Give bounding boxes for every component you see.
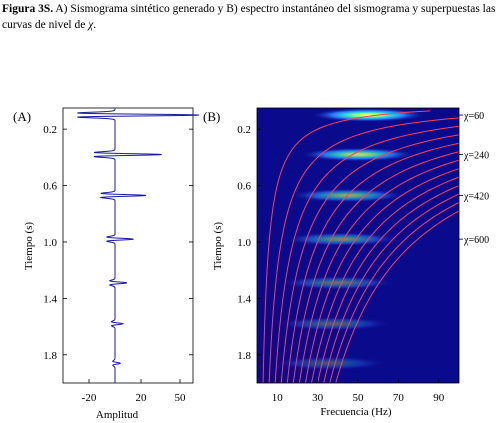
chi-contour-line bbox=[286, 142, 459, 383]
panel-a-frame bbox=[62, 107, 194, 384]
spectrum-energy-blob bbox=[310, 108, 427, 123]
caption-symbol: χ bbox=[88, 19, 94, 31]
panel-b-xtick-label: 10 bbox=[272, 392, 284, 404]
chi-contour-line bbox=[274, 125, 459, 383]
chi-contour-line bbox=[335, 210, 459, 383]
panel-a-xlabel: Amplitud bbox=[96, 409, 139, 421]
panel-a-xtick-label: -20 bbox=[82, 392, 97, 404]
panel-b-ytick-label: 1.0 bbox=[237, 237, 251, 249]
chi-contour-label: χ=240 bbox=[463, 151, 489, 162]
chi-contour-label: χ=60 bbox=[463, 111, 484, 122]
spectrum-energy-blob bbox=[271, 356, 388, 371]
spectrum-energy-blob bbox=[300, 147, 416, 162]
chi-contour-label: χ=600 bbox=[463, 235, 489, 246]
panel-b-label: (B) bbox=[203, 109, 220, 124]
seismogram-trace bbox=[77, 108, 200, 383]
chi-contour-line bbox=[323, 193, 459, 383]
panel-a-ytick-label: 0.6 bbox=[43, 181, 57, 193]
chi-contour-label: χ=420 bbox=[463, 191, 489, 202]
panel-a-ytick-label: 1.4 bbox=[43, 293, 57, 305]
panel-a-xtick-label: 20 bbox=[136, 392, 148, 404]
caption-end: . bbox=[93, 19, 97, 31]
panel-a-ytick-label: 1.0 bbox=[43, 237, 57, 249]
chi-contour-line bbox=[262, 110, 431, 383]
chi-contour-line bbox=[268, 117, 459, 383]
caption-label: Figura 3S. bbox=[2, 3, 54, 15]
figure-caption: Figura 3S. A) Sismograma sintético gener… bbox=[2, 1, 496, 33]
chi-contour-line bbox=[292, 151, 459, 383]
spectrum-energy-blob bbox=[279, 275, 396, 290]
panel-b-ytick-label: 1.8 bbox=[237, 350, 251, 362]
panel-b-ylabel: Tiempo (s) bbox=[212, 222, 224, 271]
panel-b-xtick-label: 30 bbox=[312, 392, 324, 404]
chi-contour-line bbox=[311, 176, 459, 383]
panel-a-ylabel: Tiempo (s) bbox=[23, 222, 35, 271]
spectrum-energy-blob bbox=[283, 232, 400, 247]
chi-contour-line bbox=[304, 168, 459, 383]
panel-b-ytick-label: 0.6 bbox=[237, 181, 251, 193]
panel-b-xtick-label: 50 bbox=[353, 392, 365, 404]
chi-contour-line bbox=[329, 201, 459, 383]
chi-contour-line bbox=[298, 159, 459, 383]
panel-b-ytick-label: 0.2 bbox=[237, 124, 251, 136]
panel-a-ytick-label: 0.2 bbox=[43, 124, 57, 136]
panel-a-label: (A) bbox=[13, 109, 31, 124]
chi-contour-line bbox=[280, 134, 459, 383]
panel-b-xlabel: Frecuencia (Hz) bbox=[320, 406, 391, 418]
panel-b-ytick-label: 1.4 bbox=[237, 293, 251, 305]
panel-b-xtick-label: 70 bbox=[393, 392, 405, 404]
panel-a-ytick-label: 1.8 bbox=[43, 350, 57, 362]
panel-b-xtick-label: 90 bbox=[433, 392, 445, 404]
caption-text: A) Sismograma sintético generado y B) es… bbox=[2, 3, 496, 31]
panel-a-plot: 0.2 0.6 1.0 1.4 1.8 -20 20 50 Amplitud Tiempo (… bbox=[23, 107, 200, 421]
panel-b-plot: 0.2 0.6 1.0 1.4 1.8 10 30 50 70 90 χ=60 χ=240 χ=420… bbox=[212, 107, 489, 418]
chi-contour-line bbox=[317, 185, 459, 383]
panel-a-xtick-label: 50 bbox=[175, 392, 187, 404]
